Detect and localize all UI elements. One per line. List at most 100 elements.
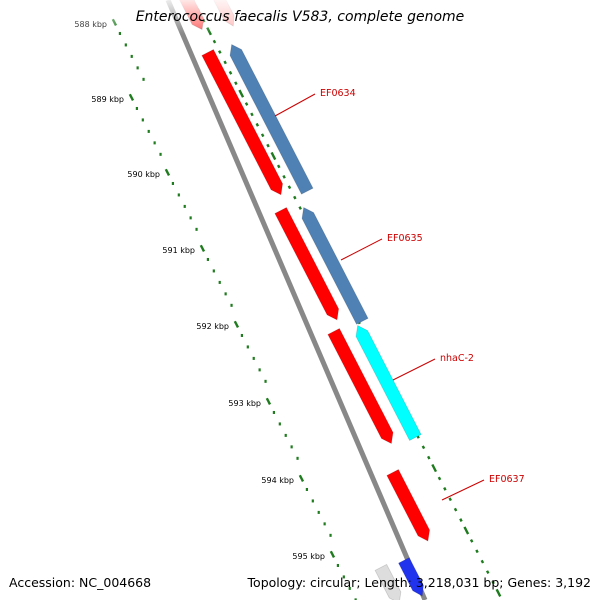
accession-value: NC_004668 [79, 575, 152, 590]
gene-leader-line [392, 358, 436, 381]
scale-minor-tick [329, 533, 332, 537]
scale-tick [250, 112, 254, 117]
scale-minor-tick [264, 379, 267, 383]
topology-label: Topology: [247, 575, 307, 590]
gene-arrow-forward[interactable] [386, 468, 431, 542]
scale-minor-tick [183, 204, 186, 208]
scale-tick-label: 592 kbp [196, 322, 229, 331]
scale-minor-tick [189, 216, 192, 220]
scale-major-tick [233, 320, 240, 329]
scale-major-tick [128, 93, 135, 102]
scale-tick [491, 580, 495, 585]
scale-tick [270, 151, 277, 161]
scale-tick [448, 497, 452, 502]
scale-minor-tick [258, 368, 261, 372]
scale-major-tick [199, 244, 206, 253]
genome-backbone [165, 0, 428, 600]
scale-tick [266, 143, 270, 148]
gene-arrow-reverse[interactable] [229, 43, 314, 195]
scale-tick [238, 89, 245, 98]
scale-tick [475, 549, 479, 554]
scale-tick [228, 70, 233, 75]
scale-minor-tick [171, 181, 175, 185]
scale-minor-tick [206, 257, 210, 261]
gene-arrow-forward[interactable] [374, 563, 402, 600]
length-value: 3,218,031 bp [415, 575, 500, 590]
scale-tick [459, 518, 463, 522]
scale-minor-tick [230, 303, 233, 307]
genes-label: Genes: [507, 575, 552, 590]
scale-minor-tick [252, 356, 255, 360]
scale-tick [260, 133, 265, 138]
scale-tick [443, 486, 447, 491]
gene-label[interactable]: nhaC-2 [440, 353, 474, 364]
scale-minor-tick [135, 106, 139, 110]
scale-tick [234, 81, 238, 86]
scale-tick-label: 590 kbp [127, 170, 160, 179]
gene-arrow-reverse[interactable] [355, 324, 422, 442]
scale-tick [255, 122, 260, 127]
gene-leader-line [340, 238, 383, 261]
scale-minor-tick [124, 43, 127, 47]
scale-major-tick [298, 474, 305, 483]
gene-label[interactable]: EF0635 [387, 233, 423, 244]
gene-arrow-forward[interactable] [274, 206, 340, 321]
scale-minor-tick [142, 77, 145, 81]
gene-arrow-forward[interactable] [327, 327, 394, 445]
scale-minor-tick [290, 445, 293, 449]
features-layer [179, 0, 431, 600]
map-title: Enterococcus faecalis V583, complete gen… [135, 9, 465, 25]
gene-leader-line [274, 93, 316, 117]
scale-minor-tick [284, 433, 287, 437]
gene-arrow-forward[interactable] [201, 48, 284, 196]
scale-minor-tick [336, 563, 340, 567]
scale-tick [298, 206, 302, 210]
gene-arrow-forward[interactable] [398, 557, 424, 597]
scale-tick [282, 174, 286, 179]
scale-minor-tick [195, 227, 198, 231]
scale-minor-tick [141, 118, 144, 122]
scale-minor-tick [348, 586, 351, 590]
scale-major-tick [329, 550, 336, 559]
scale-tick [495, 588, 502, 597]
scale-minor-tick [278, 422, 281, 426]
scale-tick [480, 559, 485, 564]
scale-tick [485, 570, 490, 574]
scale-minor-tick [136, 66, 139, 70]
scale-minor-tick [147, 129, 150, 133]
accession-label: Accession: [9, 575, 76, 590]
scale-minor-tick [342, 575, 345, 579]
scale-tick-label: 591 kbp [162, 246, 195, 255]
scale-tick [212, 39, 217, 44]
scale-minor-tick [130, 54, 133, 58]
accession-info: Accession: NC_004668 [9, 575, 151, 590]
scale-minor-tick [177, 193, 180, 197]
scale-minor-tick [224, 292, 227, 296]
gene-arrow-reverse[interactable] [301, 206, 369, 325]
scale-minor-tick [153, 141, 156, 145]
scale-minor-tick [246, 345, 249, 349]
scale-tick-label: 593 kbp [228, 399, 261, 408]
genes-value: 3,192 [555, 575, 591, 590]
backbone-layer [165, 0, 428, 600]
topology-value: circular [310, 575, 357, 590]
scale-tick [463, 526, 470, 535]
gene-label[interactable]: EF0637 [489, 474, 525, 485]
scale-minor-tick [323, 522, 326, 526]
scale-tick [244, 102, 249, 106]
scale-tick [437, 476, 442, 481]
gene-leader-line [441, 479, 485, 501]
scale-tick-label: 594 kbp [261, 476, 294, 485]
gene-label[interactable]: EF0634 [320, 88, 356, 99]
scale-major-tick [164, 168, 171, 177]
scale-minor-tick [311, 499, 314, 503]
length-label: Length: [364, 575, 412, 590]
scale-tick [431, 463, 438, 473]
scale-tick [421, 445, 426, 450]
scale-minor-tick [296, 456, 299, 460]
scale-tick-label: 589 kbp [91, 95, 124, 104]
scale-minor-tick [272, 410, 276, 414]
scale-tick [427, 455, 431, 460]
